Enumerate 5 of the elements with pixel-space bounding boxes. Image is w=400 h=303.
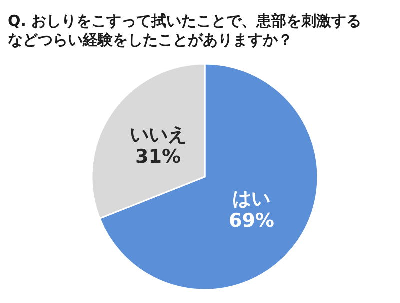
slice-label: いいえ [130,124,187,146]
slice-label: はい [232,188,271,210]
data-label: 69% [228,210,274,232]
chart-title: Q. おしりをこすって拭いたことで、患部を刺激するなどつらい経験をしたことがありますか？ [8,12,363,50]
data-label: 31% [136,146,182,168]
